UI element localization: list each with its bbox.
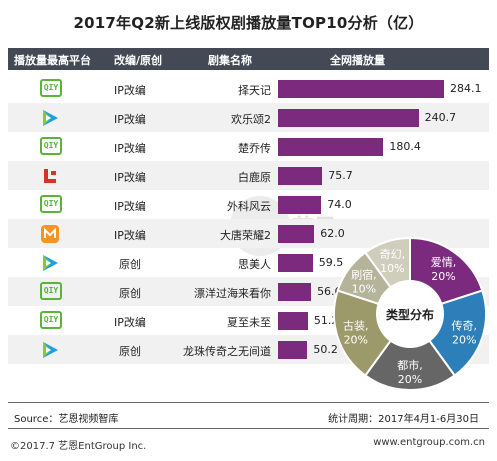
tencent-video-icon bbox=[40, 253, 60, 277]
view-value-label: 240.7 bbox=[424, 111, 457, 124]
iqiyi-icon: QIY bbox=[40, 79, 62, 97]
pie-slice-label: 爱情, bbox=[431, 256, 457, 269]
header-name: 剧集名称 bbox=[208, 54, 252, 67]
row-drama-name: 漂洋过海来看你 bbox=[194, 287, 271, 300]
view-bar bbox=[278, 341, 308, 359]
iqiyi-icon: QIY bbox=[40, 282, 62, 300]
header-views: 全网播放量 bbox=[330, 54, 385, 67]
tencent-video-icon bbox=[40, 108, 60, 132]
pie-slice-percent: 20% bbox=[431, 270, 455, 283]
view-bar bbox=[278, 254, 313, 272]
pie-slice-label: 奇幻, bbox=[380, 248, 406, 261]
pie-slice-label: 传奇, bbox=[451, 320, 477, 333]
period-note: 统计周期：2017年4月1-6月30日 bbox=[328, 414, 479, 425]
row-type: 原创 bbox=[119, 345, 141, 358]
iqiyi-icon: QIY bbox=[40, 195, 62, 213]
table-row bbox=[8, 161, 489, 190]
iqiyi-icon: QIY bbox=[40, 137, 62, 155]
view-bar bbox=[278, 138, 384, 156]
pie-slice-percent: 10% bbox=[380, 262, 404, 275]
view-value-label: 50.2 bbox=[313, 343, 338, 356]
pie-slice-label: 刷宿, bbox=[351, 267, 377, 281]
pie-slice bbox=[363, 312, 457, 391]
letv-icon bbox=[40, 166, 60, 190]
row-type: IP改编 bbox=[114, 229, 146, 242]
view-bar bbox=[278, 225, 315, 243]
pie-title: 类型分布 bbox=[386, 307, 434, 322]
row-type: IP改编 bbox=[114, 171, 146, 184]
row-type: IP改编 bbox=[114, 84, 146, 97]
pie-slice-label: 古装, bbox=[343, 320, 369, 333]
mgtv-icon bbox=[40, 224, 60, 248]
view-bar bbox=[278, 167, 323, 185]
pie-slice-percent: 20% bbox=[452, 334, 476, 347]
view-value-label: 51.2 bbox=[313, 314, 339, 327]
view-bar bbox=[278, 196, 322, 214]
table-header bbox=[8, 48, 489, 70]
pie-slice-percent: 10% bbox=[352, 282, 376, 295]
row-type: IP改编 bbox=[114, 200, 146, 213]
row-drama-name: 大唐荣耀2 bbox=[220, 229, 271, 242]
pie-slice-percent: 20% bbox=[398, 373, 422, 386]
pie-slice-percent: 20% bbox=[344, 334, 368, 347]
tencent-video-icon bbox=[40, 340, 60, 364]
header-type: 改编/原创 bbox=[114, 54, 163, 67]
row-drama-name: 夏至未至 bbox=[227, 316, 271, 329]
view-bar bbox=[278, 283, 312, 301]
row-drama-name: 外科风云 bbox=[227, 200, 271, 213]
row-type: 原创 bbox=[119, 287, 141, 300]
view-value-label: 74.0 bbox=[327, 198, 352, 211]
row-type: IP改编 bbox=[114, 142, 146, 155]
pie-slice-label: 都市, bbox=[397, 358, 423, 372]
row-type: IP改编 bbox=[114, 316, 146, 329]
header-platform: 播放量最高平台 bbox=[14, 54, 91, 67]
row-drama-name: 楚乔传 bbox=[238, 142, 271, 155]
row-drama-name: 择天记 bbox=[238, 84, 271, 97]
view-value-label: 59.5 bbox=[318, 256, 344, 269]
view-value-label: 284.1 bbox=[450, 82, 482, 95]
footer-divider-top bbox=[8, 402, 489, 403]
row-drama-name: 白鹿原 bbox=[238, 171, 271, 184]
source-note: Source：艺恩视频智库 bbox=[14, 414, 119, 425]
row-drama-name: 思美人 bbox=[238, 258, 271, 271]
view-bar bbox=[278, 109, 419, 127]
view-bar bbox=[278, 312, 308, 330]
footer-divider-bottom bbox=[8, 428, 489, 429]
pie-center bbox=[376, 280, 444, 348]
view-value-label: 180.4 bbox=[389, 140, 421, 153]
view-value-label: 75.7 bbox=[328, 169, 353, 182]
view-bar bbox=[278, 80, 444, 98]
view-value-label: 62.0 bbox=[320, 227, 345, 240]
row-drama-name: 龙珠传奇之无间道 bbox=[183, 345, 271, 358]
iqiyi-icon: QIY bbox=[40, 311, 62, 329]
chart-title: 2017年Q2新上线版权剧播放量TOP10分析（亿） bbox=[73, 14, 424, 32]
copyright: ©2017.7 艺恩EntGroup Inc. bbox=[10, 441, 147, 452]
row-type: IP改编 bbox=[114, 113, 146, 126]
website-link[interactable]: www.entgroup.com.cn bbox=[373, 437, 485, 448]
type-distribution-pie: 爱情,20%传奇,20%都市,20%古装,20%刷宿,10%奇幻,10%类型分布 bbox=[333, 236, 487, 391]
row-drama-name: 欢乐颂2 bbox=[231, 113, 271, 126]
row-type: 原创 bbox=[119, 258, 141, 271]
